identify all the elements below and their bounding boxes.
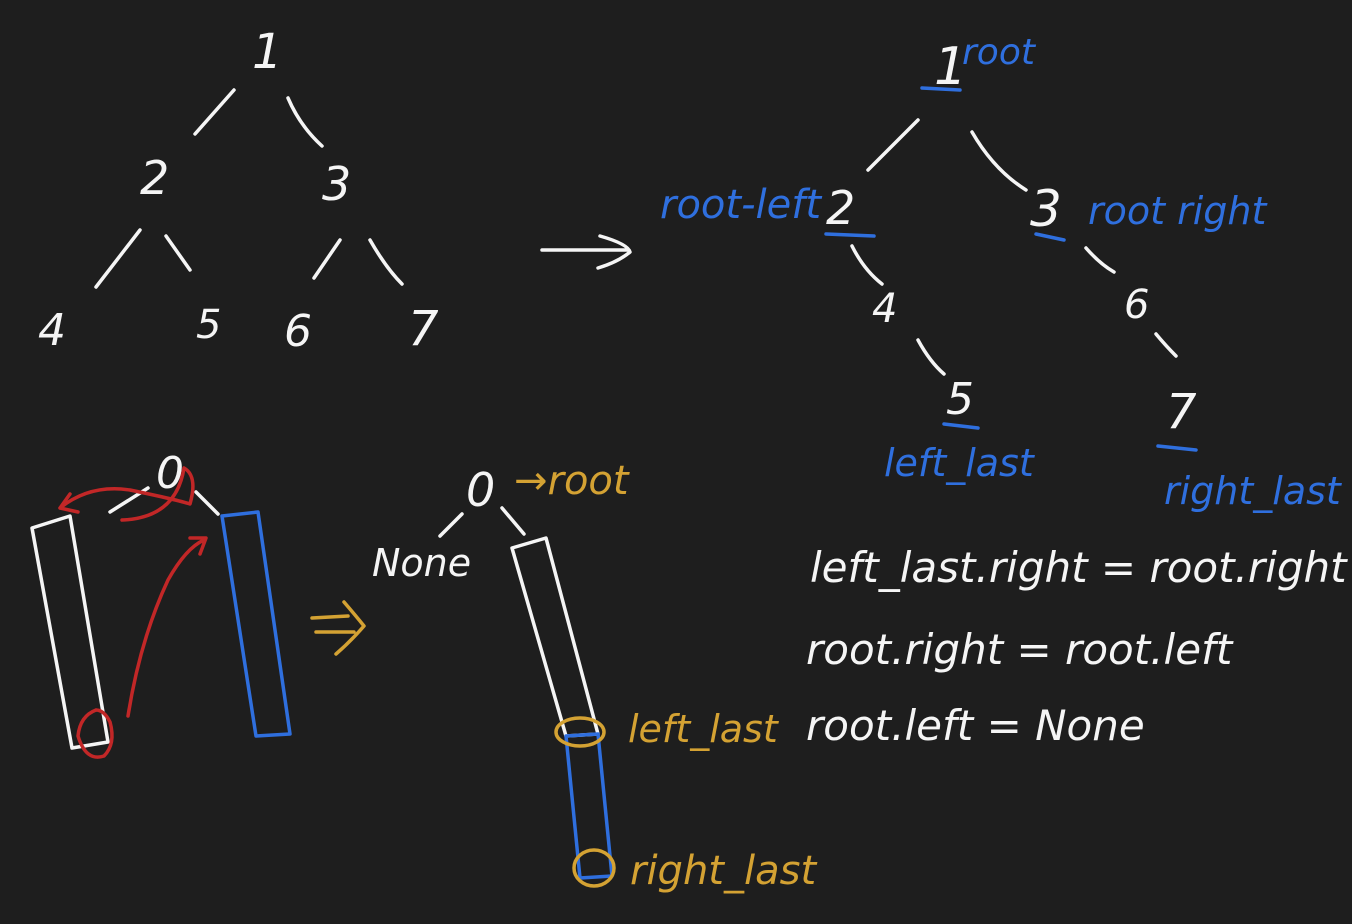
flat-edge-2-4 (850, 244, 884, 286)
edge-2-4 (94, 228, 142, 289)
code-lines: left_last.right = root.right root.right … (806, 543, 1348, 750)
flat-edge-1-2 (866, 118, 920, 172)
flat-node-6: 6 (1124, 282, 1149, 328)
implies-arrow-icon (310, 600, 366, 656)
flat-edge-6-7 (1154, 332, 1178, 358)
transform-arrow-icon (540, 234, 632, 270)
tree-node-3: 3 (322, 157, 351, 211)
result-bar-blue (564, 732, 614, 880)
tree-node-2: 2 (140, 151, 169, 205)
result-right-last-label: right_last (630, 848, 817, 894)
edge-2-5 (164, 234, 192, 272)
result-left-last-label: left_last (628, 707, 780, 751)
label-root-left: root-left (660, 182, 822, 228)
flat-edge-3-6 (1084, 246, 1116, 274)
tree-node-1: 1 (252, 24, 283, 80)
yellow-circle-left-last (554, 716, 606, 748)
underline-2 (824, 232, 876, 238)
underline-3 (1034, 232, 1066, 242)
edge-1-3 (286, 96, 324, 148)
underline-root (920, 86, 962, 92)
subtree-move-diagram: 0 (30, 448, 292, 759)
flat-node-7: 7 (1166, 384, 1197, 440)
flat-node-3: 3 (1030, 180, 1062, 238)
red-attach-arrow-icon (126, 536, 208, 718)
code-line-3: root.left = None (806, 701, 1145, 750)
flat-node-2: 2 (826, 181, 855, 235)
label-root: root (962, 32, 1037, 73)
underline-5 (942, 422, 980, 430)
result-edge-right (500, 506, 526, 536)
left-subtree-bar (30, 514, 110, 750)
edge-1-2 (193, 88, 236, 136)
label-root-right: root right (1088, 189, 1268, 233)
flat-edge-1-3 (970, 130, 1028, 192)
flat-edge-4-5 (916, 338, 946, 376)
label-right-last: right_last (1164, 469, 1343, 513)
result-edge-left (438, 512, 464, 538)
flat-node-4: 4 (872, 286, 897, 332)
result-subtree: 0 →root None left_last right_last (372, 458, 817, 894)
result-root-label: →root (514, 458, 630, 504)
code-line-2: root.right = root.left (806, 625, 1234, 674)
flat-node-5: 5 (946, 374, 974, 425)
tree-node-6: 6 (284, 306, 312, 357)
yellow-circle-right-last (572, 848, 616, 888)
original-tree: 1 2 3 4 5 6 7 (38, 24, 439, 357)
label-left-last: left_last (884, 441, 1036, 485)
flat-node-1: 1 (934, 37, 967, 97)
red-circle-left-last (76, 708, 114, 759)
result-root-zero: 0 (466, 463, 495, 517)
edge-3-6 (312, 238, 342, 280)
red-move-arrow-icon (58, 466, 195, 522)
result-none-label: None (372, 541, 471, 585)
underline-7 (1156, 444, 1198, 452)
result-bar-white (510, 536, 600, 738)
edge-3-7 (368, 238, 404, 286)
subtree-root-zero: 0 (156, 448, 184, 499)
right-subtree-bar (220, 510, 292, 738)
subtree-edge-right (194, 490, 220, 516)
tree-node-7: 7 (408, 301, 439, 357)
flattened-tree: 1 root root-left 2 3 root right 4 5 left… (660, 32, 1343, 513)
code-line-1: left_last.right = root.right (810, 543, 1348, 592)
tree-node-4: 4 (38, 305, 66, 356)
tree-node-5: 5 (196, 302, 221, 348)
